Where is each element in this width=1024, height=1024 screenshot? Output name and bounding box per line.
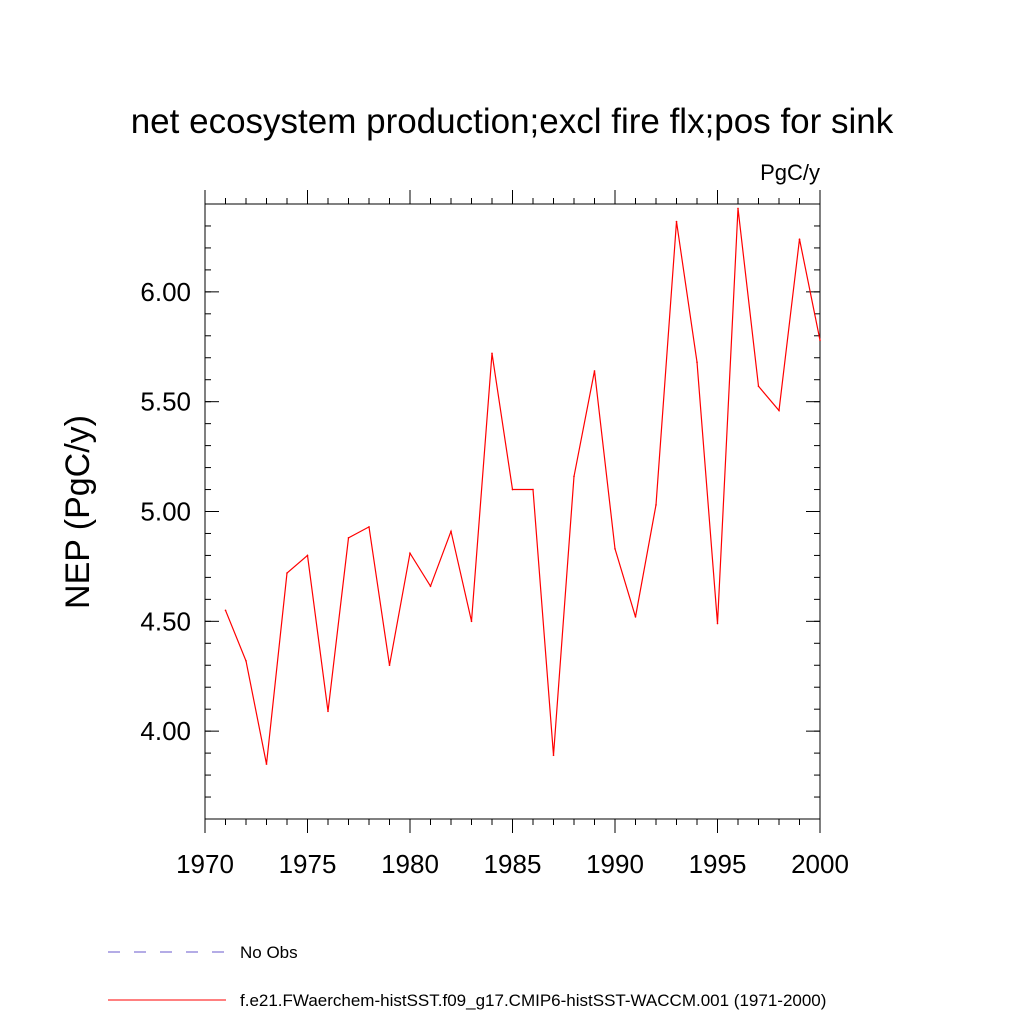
- y-tick-label: 4.50: [140, 606, 191, 636]
- data-point: [675, 220, 678, 223]
- data-point: [491, 352, 493, 355]
- x-tick-label: 1995: [689, 849, 747, 879]
- x-tick-label: 2000: [791, 849, 849, 879]
- plot-frame: [204, 203, 821, 820]
- y-tick-label: 6.00: [140, 277, 191, 307]
- x-tick-label: 1975: [279, 849, 337, 879]
- data-point: [716, 622, 719, 625]
- x-tick-label: 1970: [176, 849, 234, 879]
- data-point: [470, 620, 473, 623]
- y-tick-label: 4.00: [140, 716, 191, 746]
- data-point: [737, 207, 739, 210]
- legend-label: No Obs: [240, 943, 298, 962]
- data-point: [696, 361, 698, 363]
- y-tick-label: 5.00: [140, 497, 191, 527]
- x-tick-label: 1980: [381, 849, 439, 879]
- data-point: [655, 504, 657, 506]
- data-point: [224, 609, 227, 612]
- legend: No Obs f.e21.FWaerchem-histSST.f09_g17.CM…: [108, 943, 826, 1010]
- data-point: [265, 763, 268, 765]
- data-point: [532, 488, 534, 491]
- data-point: [634, 616, 637, 618]
- data-point: [593, 370, 596, 372]
- data-point: [778, 409, 780, 412]
- plot-area: 4.00 4.50 5.00 5.50 6.00 1970 1975 1980 1985 1990…: [140, 190, 849, 879]
- x-tick-label: 1985: [484, 849, 542, 879]
- data-point: [819, 339, 821, 341]
- x-tick-label: 1990: [586, 849, 644, 879]
- data-point: [450, 530, 452, 533]
- units-label: PgC/y: [760, 160, 820, 185]
- data-point: [368, 526, 370, 528]
- data-point: [388, 664, 391, 667]
- series-line: [224, 208, 821, 765]
- data-point: [306, 554, 309, 557]
- data-point: [573, 475, 575, 478]
- data-point: [347, 537, 350, 539]
- data-point: [327, 710, 329, 713]
- y-tick-label: 5.50: [140, 387, 191, 417]
- y-axis-label: NEP (PgC/y): [59, 415, 97, 609]
- data-point: [798, 238, 801, 240]
- data-point: [757, 385, 760, 388]
- data-point: [245, 660, 247, 662]
- data-point: [429, 585, 432, 587]
- data-point: [552, 754, 555, 757]
- data-point: [409, 552, 411, 555]
- data-point: [511, 488, 514, 491]
- data-point: [614, 548, 616, 550]
- legend-label: f.e21.FWaerchem-histSST.f09_g17.CMIP6-hi…: [240, 991, 826, 1010]
- data-point: [286, 572, 288, 574]
- chart-title: net ecosystem production;excl fire flx;p…: [131, 102, 894, 141]
